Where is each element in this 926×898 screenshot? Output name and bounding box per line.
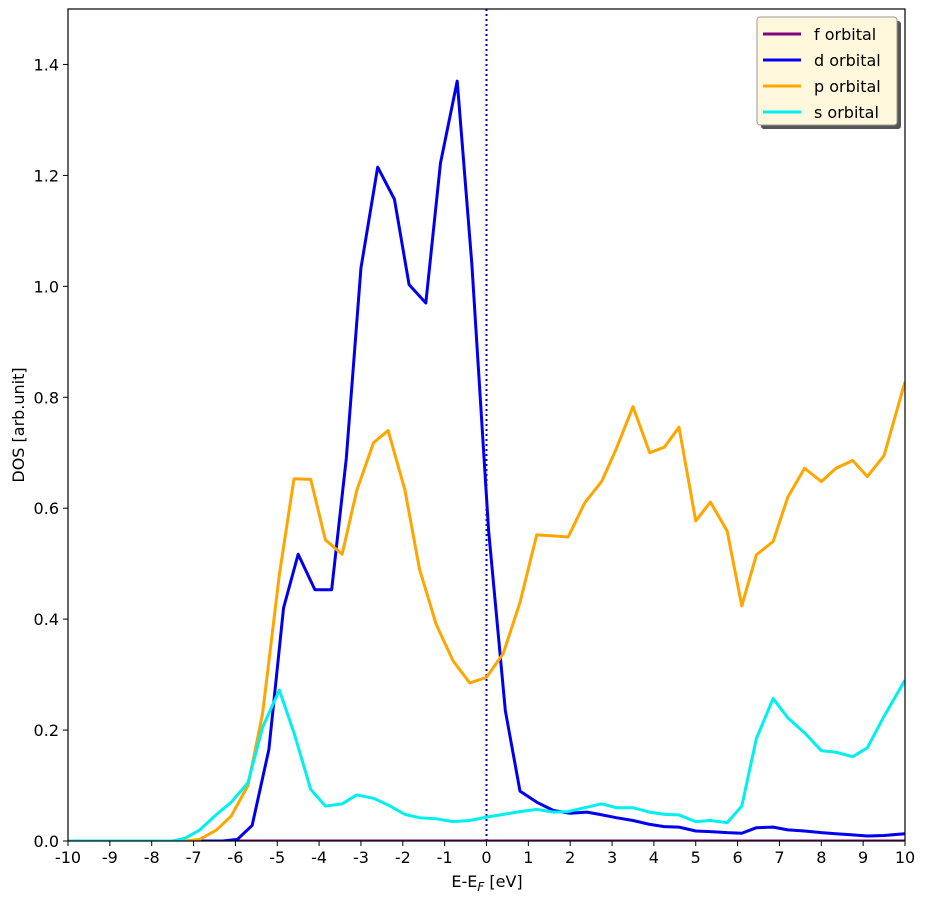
x-tick-label: 5 <box>691 848 701 867</box>
x-tick-label: 8 <box>816 848 826 867</box>
x-tick-label: -6 <box>227 848 243 867</box>
x-tick-label: 10 <box>895 848 915 867</box>
x-tick-label: -9 <box>102 848 118 867</box>
x-axis-label-main: E-E <box>451 872 477 891</box>
series-lines <box>68 79 905 841</box>
y-tick-label: 1.2 <box>34 166 59 185</box>
x-tick-label: -10 <box>55 848 81 867</box>
x-tick-label: 9 <box>858 848 868 867</box>
x-tick-label: 4 <box>649 848 659 867</box>
x-tick-label: -8 <box>144 848 160 867</box>
x-axis-label: E-EF [eV] <box>451 872 522 894</box>
x-tick-label: -5 <box>269 848 285 867</box>
x-tick-label: 2 <box>565 848 575 867</box>
y-tick-label: 0.4 <box>34 610 59 629</box>
y-tick-label: 1.4 <box>34 55 59 74</box>
y-tick-label: 0.8 <box>34 388 59 407</box>
y-tick-label: 0.0 <box>34 832 59 851</box>
y-tick-label: 0.6 <box>34 499 59 518</box>
x-tick-label: 0 <box>481 848 491 867</box>
legend-label-f-orbital: f orbital <box>814 25 876 44</box>
plot-frame <box>67 8 906 842</box>
x-tick-label: -7 <box>186 848 202 867</box>
series-line-s-orbital <box>68 679 905 841</box>
series-line-p-orbital <box>68 381 905 841</box>
y-axis-ticks: 0.0 0.2 0.4 0.6 0.8 1.0 1.2 1.4 <box>34 55 68 851</box>
x-tick-label: 1 <box>523 848 533 867</box>
legend-items: f orbital d orbital p orbital s orbital <box>763 25 881 122</box>
legend: f orbital d orbital p orbital s orbital <box>756 16 901 129</box>
x-tick-label: 6 <box>733 848 743 867</box>
x-tick-label: -1 <box>437 848 453 867</box>
x-tick-label: 3 <box>607 848 617 867</box>
x-tick-label: -4 <box>311 848 327 867</box>
x-tick-label: -3 <box>353 848 369 867</box>
x-axis-label-unit: [eV] <box>484 872 522 891</box>
series-line-d-orbital <box>68 79 905 841</box>
legend-label-s-orbital: s orbital <box>814 103 879 122</box>
legend-box <box>756 16 898 126</box>
x-tick-label: -2 <box>395 848 411 867</box>
y-tick-label: 0.2 <box>34 721 59 740</box>
legend-label-d-orbital: d orbital <box>814 51 881 70</box>
x-tick-label: 7 <box>774 848 784 867</box>
legend-label-p-orbital: p orbital <box>814 77 881 96</box>
x-axis-ticks: -10 -9 -8 -7 -6 -5 -4 -3 -2 -1 0 1 2 3 4 5 6 7 8 9 10 <box>55 841 915 867</box>
y-tick-label: 1.0 <box>34 277 59 296</box>
x-axis-label-subscript: F <box>477 880 485 894</box>
y-axis-label: DOS [arb.unit] <box>9 367 28 482</box>
